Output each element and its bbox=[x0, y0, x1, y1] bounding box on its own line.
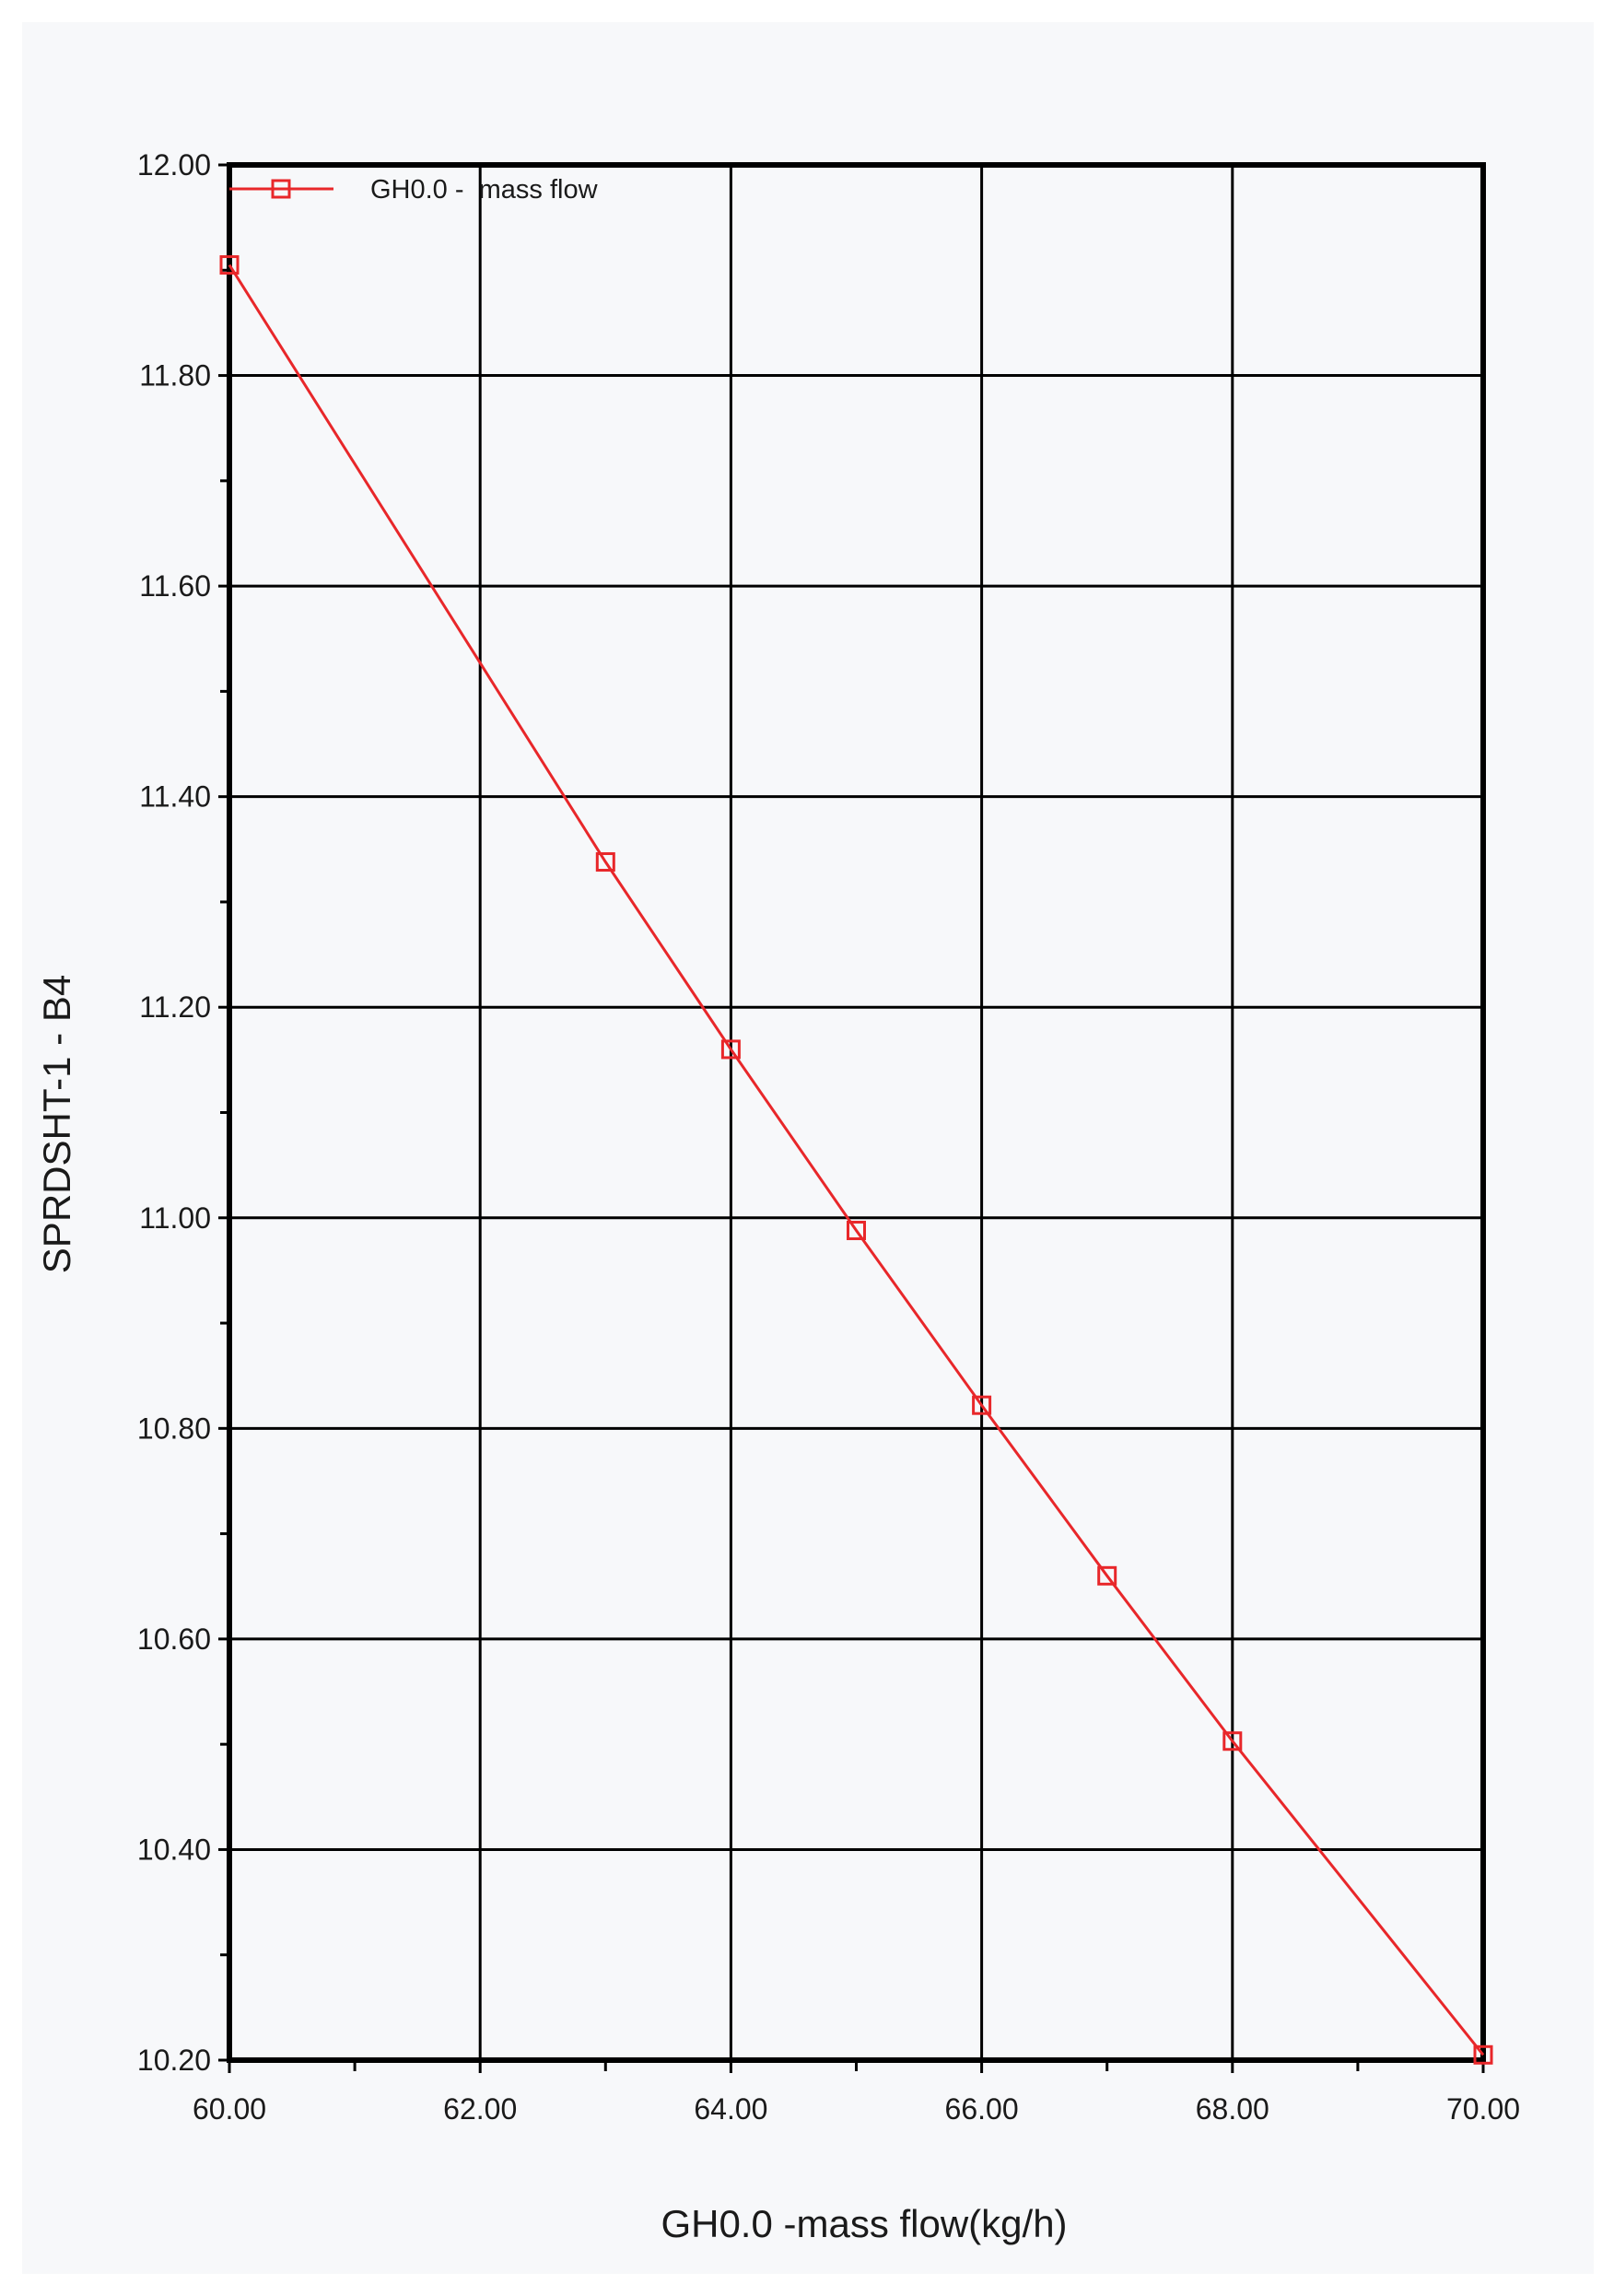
x-tick-label: 64.00 bbox=[694, 2092, 767, 2126]
legend-label: GH0.0 - mass flow bbox=[370, 175, 599, 205]
y-tick-label: 10.80 bbox=[137, 1412, 211, 1445]
y-tick-label: 12.00 bbox=[137, 148, 211, 182]
y-tick-label: 10.40 bbox=[137, 1833, 211, 1866]
x-tick-label: 60.00 bbox=[193, 2092, 266, 2126]
data-point bbox=[219, 255, 240, 275]
data-point bbox=[720, 1039, 741, 1060]
series-line bbox=[228, 264, 1485, 2056]
data-point bbox=[595, 852, 615, 873]
grid bbox=[228, 163, 1485, 2062]
x-tick-label: 62.00 bbox=[443, 2092, 517, 2126]
minor-ticks bbox=[220, 268, 1360, 2071]
legend-marker-icon bbox=[271, 179, 291, 199]
plot-frame bbox=[227, 162, 1486, 2063]
y-tick-label: 11.80 bbox=[139, 359, 211, 392]
data-point bbox=[1473, 2044, 1493, 2065]
y-tick-label: 11.60 bbox=[139, 569, 211, 603]
y-tick-label: 11.40 bbox=[139, 780, 211, 814]
y-tick-label: 10.60 bbox=[137, 1622, 211, 1656]
y-tick-label: 11.20 bbox=[139, 990, 211, 1024]
y-tick-label: 10.20 bbox=[137, 2044, 211, 2077]
data-point bbox=[1222, 1731, 1243, 1751]
line-chart: 10.20 10.40 10.60 10.80 11.00 11.20 11.40 11.60… bbox=[35, 148, 1520, 2245]
y-axis: 10.20 10.40 10.60 10.80 11.00 11.20 11.40 11.60… bbox=[137, 148, 229, 2077]
x-axis-title: GH0.0 -mass flow(kg/h) bbox=[661, 2202, 1067, 2245]
data-point bbox=[847, 1220, 866, 1240]
x-tick-label: 70.00 bbox=[1446, 2092, 1520, 2126]
chart-page: 10.20 10.40 10.60 10.80 11.00 11.20 11.40 11.60… bbox=[22, 22, 1594, 2274]
x-axis: 60.00 62.00 64.00 66.00 68.00 70.00 bbox=[193, 2060, 1520, 2126]
y-tick-label: 11.00 bbox=[139, 1201, 211, 1235]
legend: GH0.0 - mass flow bbox=[229, 175, 599, 205]
data-point bbox=[1097, 1565, 1117, 1586]
x-tick-label: 68.00 bbox=[1196, 2092, 1269, 2126]
x-tick-label: 66.00 bbox=[945, 2092, 1019, 2126]
data-point bbox=[972, 1395, 992, 1415]
y-axis-title: SPRDSHT-1 - B4 bbox=[35, 975, 78, 1273]
series bbox=[219, 255, 1493, 2065]
